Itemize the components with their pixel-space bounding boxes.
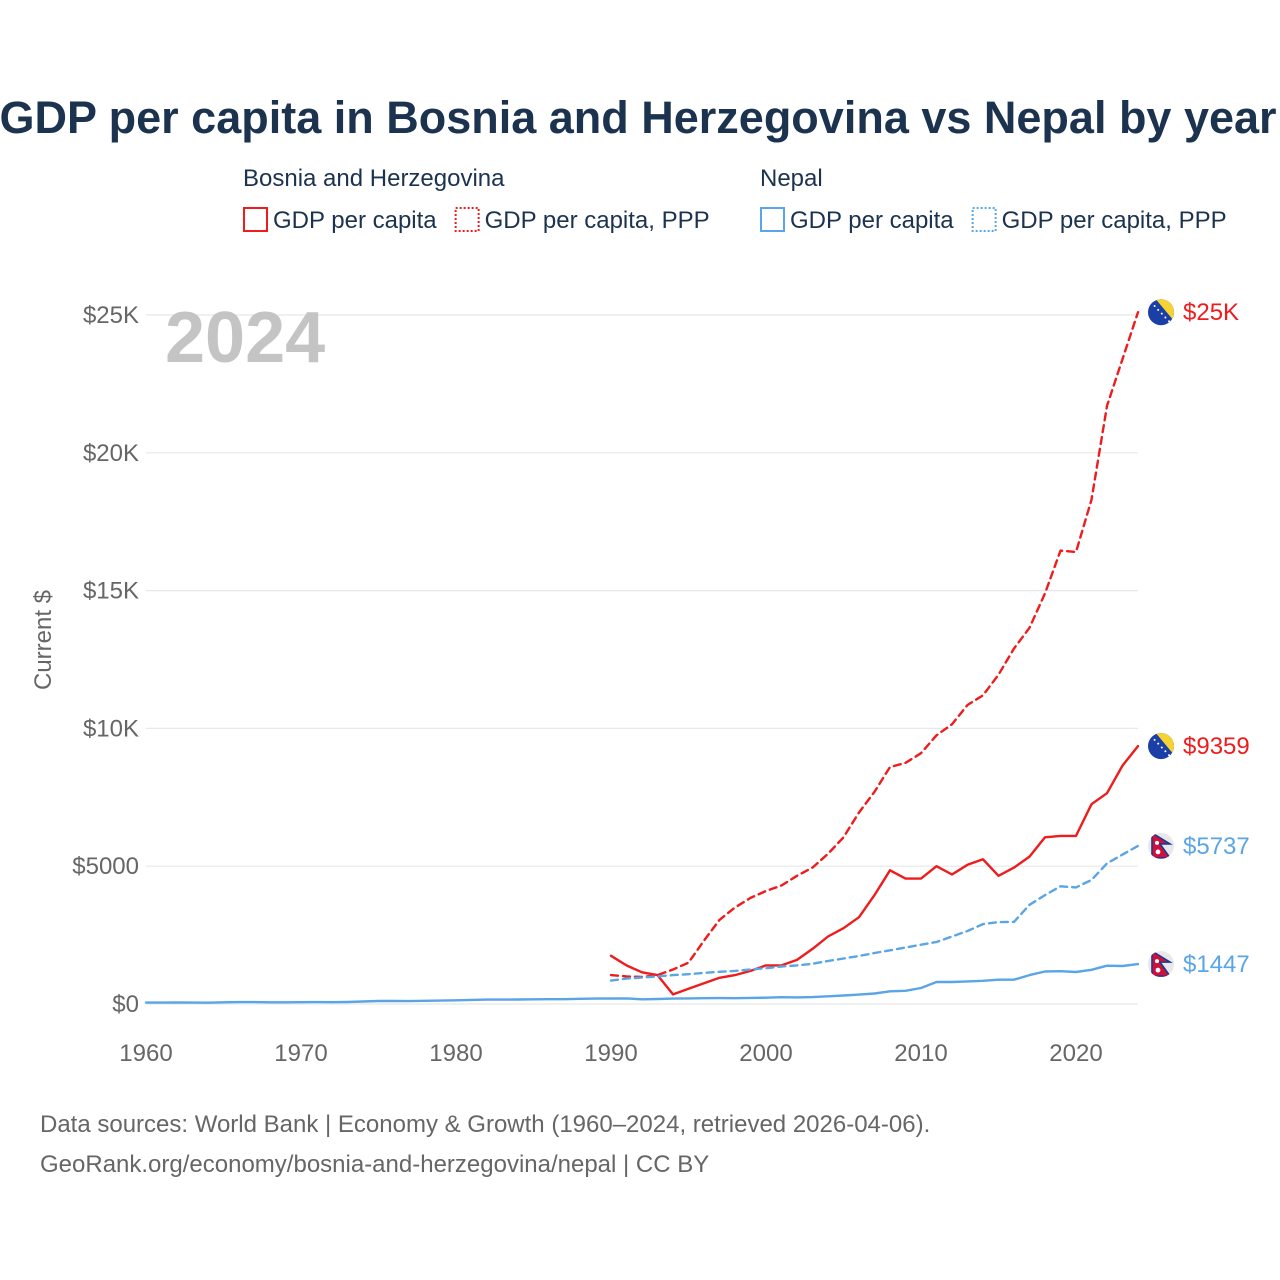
legend-swatch-solid [760, 207, 785, 232]
nepal-flag-icon [1148, 832, 1174, 859]
series-end-label: $25K [1183, 299, 1239, 326]
y-tick-label: $15K [83, 578, 139, 605]
x-tick-label: 1980 [429, 1040, 482, 1067]
series-lines [144, 311, 1140, 1004]
flag-star [1157, 742, 1160, 745]
flag-star [1157, 308, 1160, 311]
y-tick-label: $20K [83, 440, 139, 467]
y-axis-label: Current $ [30, 590, 57, 690]
legend-item-label: GDP per capita, PPP [485, 207, 710, 234]
x-axis: 1960 1970 1980 1990 2000 2010 2020 [119, 1040, 1102, 1067]
flag-star [1153, 305, 1156, 308]
year-watermark: 2024 [165, 298, 325, 378]
series-line-2 [609, 844, 1140, 982]
x-tick-label: 1990 [584, 1040, 637, 1067]
legend: Bosnia and Herzegovina GDP per capita GDP … [243, 165, 1227, 234]
legend-swatch-solid [243, 207, 268, 232]
legend-group-title: Bosnia and Herzegovina [243, 165, 505, 192]
flag-star [1153, 738, 1156, 741]
legend-swatch-dotted [971, 207, 997, 232]
y-tick-label: $0 [112, 991, 139, 1018]
chart-title: GDP per capita in Bosnia and Herzegovina… [0, 92, 1277, 143]
series-line-0 [609, 311, 1140, 979]
flag-moon [1155, 959, 1159, 964]
legend-item-label: GDP per capita [790, 207, 954, 234]
flag-star [1160, 312, 1163, 315]
legend-group-title: Nepal [760, 165, 823, 192]
flag-sun [1155, 849, 1161, 855]
x-tick-label: 1970 [274, 1040, 327, 1067]
flag-sun [1155, 967, 1161, 973]
footer-url[interactable]: GeoRank.org/economy/bosnia-and-herzegovi… [40, 1151, 709, 1178]
y-tick-label: $25K [83, 302, 139, 329]
bosnia-flag-icon [1148, 299, 1174, 326]
footer-source: Data sources: World Bank | Economy & Gro… [40, 1111, 930, 1138]
flag-star [1168, 320, 1170, 323]
legend-item-label: GDP per capita [273, 207, 437, 234]
x-tick-label: 1960 [119, 1040, 172, 1067]
x-tick-label: 2010 [894, 1040, 947, 1067]
flag-triangle [1155, 299, 1174, 323]
series-line-3 [144, 962, 1140, 1004]
flag-star [1160, 746, 1163, 749]
series-end-label: $1447 [1183, 951, 1250, 978]
y-tick-label: $5000 [72, 853, 139, 880]
series-end-label: $9359 [1183, 733, 1250, 760]
bosnia-flag-icon [1148, 733, 1174, 760]
flag-star [1164, 316, 1167, 319]
legend-item-label: GDP per capita, PPP [1002, 207, 1227, 234]
series-line-1 [609, 744, 1140, 996]
flag-star [1168, 754, 1170, 757]
x-tick-label: 2000 [739, 1040, 792, 1067]
legend-swatch-dotted [454, 207, 480, 232]
series-end-label: $5737 [1183, 833, 1250, 860]
nepal-flag-icon [1148, 951, 1174, 978]
y-axis: $0 $5000 $10K $15K $20K $25K [72, 302, 139, 1018]
flag-star [1150, 735, 1152, 738]
x-tick-label: 2020 [1049, 1040, 1102, 1067]
y-tick-label: $10K [83, 715, 139, 742]
flag-star [1150, 301, 1152, 304]
grid-lines [146, 314, 1138, 1005]
series-end-markers: $25K $9359 $5737 $1447 [1148, 299, 1250, 978]
flag-triangle [1155, 733, 1174, 757]
flag-star [1164, 750, 1167, 753]
flag-moon [1155, 840, 1159, 845]
